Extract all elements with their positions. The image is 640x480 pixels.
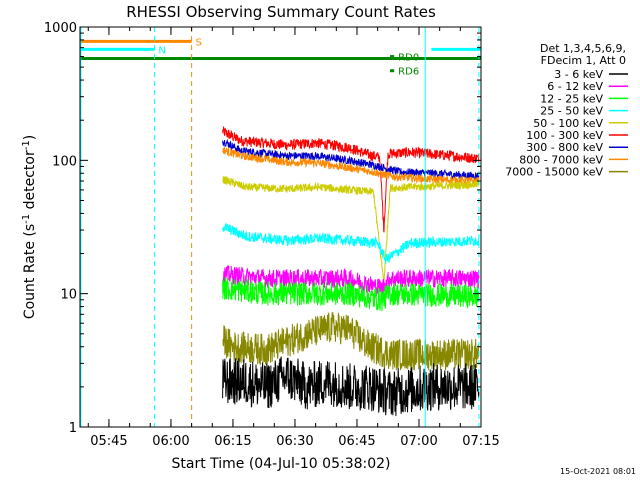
series-layer [222,126,480,417]
axes-layer: 05:45 06:00 06:15 06:30 06:45 07:00 07:15 1 10 10… [44,21,500,449]
series-line-8 [222,356,480,417]
legend-entry-label: 100 - 300 keV [526,129,603,142]
legend-entry-label: 7000 - 15000 keV [505,166,603,179]
series-line-0 [222,126,480,233]
x-tick-label: 06:30 [276,434,313,449]
plot-frame [79,26,482,428]
state-bar-label: RD0 [398,53,419,64]
x-tick-label: 06:00 [152,434,189,449]
x-axis-label: Start Time (04-Jul-10 05:38:02) [171,456,390,472]
footer-timestamp: 15-Oct-2021 08:01 [560,467,636,476]
legend-entry-label: 25 - 50 keV [540,105,603,118]
y-tick-label: 10 [60,288,77,303]
legend-entry-label: 3 - 6 keV [554,68,603,81]
series-line-5 [222,265,480,297]
y-label-exp: -1 [21,140,32,150]
y-tick-label: 1000 [44,21,77,36]
legend-entry-label: 300 - 800 keV [526,141,603,154]
legend-entry-label: 12 - 25 keV [540,92,603,105]
y-tick-label: 100 [52,154,77,169]
attenuator-layer: S N RD0 RD6 [80,37,481,78]
y-label-part: Count Rate (s [22,224,38,319]
vline-layer [80,27,480,427]
state-bar-label: N [158,45,165,56]
legend-header: FDecim 1, Att 0 [541,54,626,67]
y-label-part: ) [22,135,38,140]
state-bar-label: S [196,37,202,48]
x-tick-label: 06:15 [214,434,251,449]
legend: Det 1,3,4,5,6,9,FDecim 1, Att 03 - 6 keV… [505,42,628,179]
y-label-exp: -1 [21,214,32,224]
series-line-2 [222,146,480,186]
chart-title: RHESSI Observing Summary Count Rates [126,3,436,21]
series-line-6 [222,277,480,312]
y-label-part: detector [22,150,38,214]
legend-entry-label: 6 - 12 keV [547,80,603,93]
series-line-7 [222,312,480,371]
legend-entry-label: 50 - 100 keV [533,117,603,130]
series-line-4 [222,223,480,264]
y-tick-label: 1 [69,421,77,436]
series-line-3 [222,176,480,284]
legend-header: Det 1,3,4,5,6,9, [540,42,626,55]
x-tick-label: 06:45 [338,434,375,449]
x-tick-label: 07:00 [400,434,437,449]
y-axis-label: Count Rate (s-1 detector-1) [21,135,38,319]
legend-entry-label: 800 - 7000 keV [519,153,603,166]
x-tick-label: 05:45 [90,434,127,449]
state-bar-label: RD6 [398,67,419,78]
x-tick-label: 07:15 [462,434,499,449]
series-line-1 [222,138,480,181]
